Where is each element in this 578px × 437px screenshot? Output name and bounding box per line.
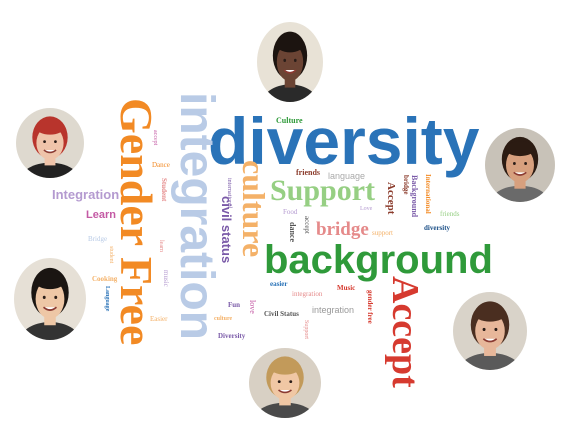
word-support-pink: Support	[303, 320, 309, 340]
man-short-hair-portrait	[257, 22, 323, 102]
word-diversity-small: diversity	[424, 224, 451, 232]
word-accept-tiny: accept	[152, 130, 158, 146]
word-gender-free-small: gender free	[366, 290, 374, 324]
word-civil-status-small: Civil Status	[264, 310, 299, 318]
avatar	[249, 348, 321, 418]
word-accept-gray: accept	[303, 216, 311, 234]
word-language: language	[328, 171, 366, 181]
word-easier-small: Easier	[150, 315, 168, 323]
avatar	[14, 258, 86, 340]
word-learn-small: learn	[158, 240, 164, 252]
avatar	[257, 22, 323, 102]
word-fun: Fun	[228, 301, 241, 309]
word-support: Support	[270, 174, 376, 207]
word-learn: Learn	[86, 209, 116, 221]
word-bridge: bridge	[316, 219, 369, 240]
word-music: Music	[337, 284, 356, 292]
woman-glasses-portrait	[453, 292, 527, 370]
word-easier: easier	[270, 280, 288, 288]
word-culture-top: Culture	[276, 116, 303, 125]
word-integration-gray: integration	[312, 305, 355, 315]
avatar	[16, 108, 84, 178]
word-bridge-tiny: Bridge	[88, 235, 108, 243]
word-integration-small: Integration	[52, 187, 120, 202]
word-bridge-small: bridge	[402, 175, 410, 195]
word-gender-free: Gender Free	[111, 98, 162, 346]
word-diversity: diversity	[208, 104, 480, 178]
word-food: Food	[283, 208, 298, 216]
avatar	[453, 292, 527, 370]
word-background: background	[264, 238, 493, 282]
word-friends-right: friends	[440, 210, 460, 218]
word-international: International	[424, 174, 432, 214]
word-music-small: music	[162, 270, 170, 287]
word-dance: dance	[288, 222, 297, 242]
word-support-small: support	[372, 229, 393, 237]
word-love-small: love	[248, 300, 257, 314]
word-integration: integration	[170, 92, 223, 340]
man-beard-portrait	[485, 128, 555, 202]
word-civil-status: civil status	[219, 196, 234, 264]
word-culture: culture	[236, 160, 272, 258]
woman-red-hair-portrait	[16, 108, 84, 178]
avatar	[485, 128, 555, 202]
word-integration-pink: integration	[292, 290, 323, 298]
word-cooking: Cooking	[92, 275, 118, 283]
word-student: Student	[160, 178, 168, 202]
woman-dark-hair-portrait	[14, 258, 86, 340]
word-diversity-purple: Diversity	[218, 332, 246, 340]
word-friends: friends	[296, 168, 320, 177]
word-love: Love	[360, 206, 373, 212]
word-accept: Accept	[384, 276, 426, 388]
word-background-small: Background	[410, 175, 419, 218]
word-dance-small: Dance	[152, 161, 170, 169]
word-culture-small: culture	[214, 316, 233, 322]
word-accept-small: Accept	[385, 182, 397, 215]
word-language-small: Language	[104, 286, 110, 312]
word-international-small: international	[226, 178, 232, 209]
word-student-small: student	[108, 246, 114, 264]
woman-blonde-portrait	[249, 348, 321, 418]
